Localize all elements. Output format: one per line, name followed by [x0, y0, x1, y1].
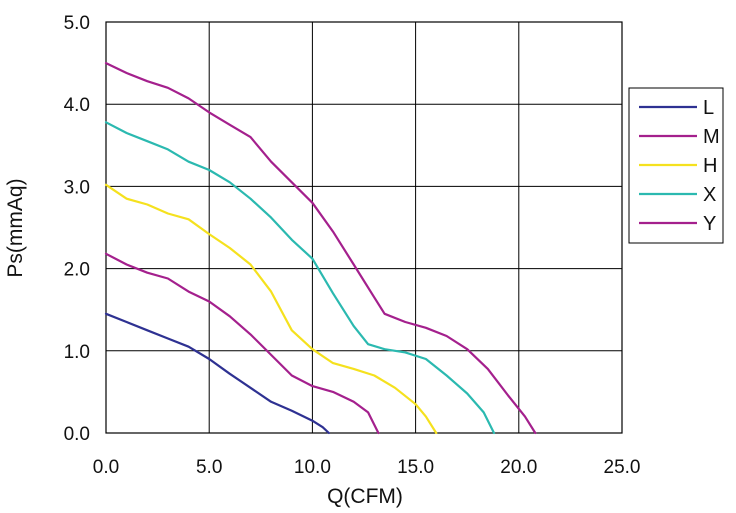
- tick-labels: 0.0 5.0 10.0 15.0 20.0 25.0 0.0 1.0 2.0 3.0 4.0 5.0: [64, 13, 641, 478]
- legend-label-H: H: [703, 155, 717, 177]
- y-axis-title: Ps(mmAq): [4, 178, 27, 277]
- y-tick-label: 5.0: [64, 13, 90, 34]
- x-tick-label: 5.0: [196, 457, 222, 478]
- series-line-M: [104, 252, 380, 435]
- legend-label-L: L: [703, 97, 714, 119]
- y-tick-label: 2.0: [64, 260, 90, 281]
- x-tick-label: 20.0: [500, 457, 537, 478]
- series-line-L: [104, 312, 330, 435]
- series-line-X: [104, 121, 496, 435]
- grid: [105, 21, 623, 434]
- x-tick-label: 10.0: [294, 457, 331, 478]
- series-lines: [104, 61, 537, 435]
- y-tick-label: 3.0: [64, 177, 90, 198]
- y-tick-label: 0.0: [64, 424, 90, 445]
- x-axis-title: Q(CFM): [327, 485, 403, 508]
- x-tick-label: 25.0: [604, 457, 641, 478]
- legend-label-X: X: [703, 184, 716, 206]
- x-tick-label: 0.0: [93, 457, 119, 478]
- x-tick-label: 15.0: [397, 457, 434, 478]
- legend-label-M: M: [703, 126, 720, 148]
- legend-label-Y: Y: [703, 213, 716, 235]
- y-tick-label: 4.0: [64, 95, 90, 116]
- series-line-Y: [104, 61, 537, 435]
- series-line-H: [104, 183, 438, 435]
- plot-frame: [105, 21, 623, 434]
- y-tick-label: 1.0: [64, 342, 90, 363]
